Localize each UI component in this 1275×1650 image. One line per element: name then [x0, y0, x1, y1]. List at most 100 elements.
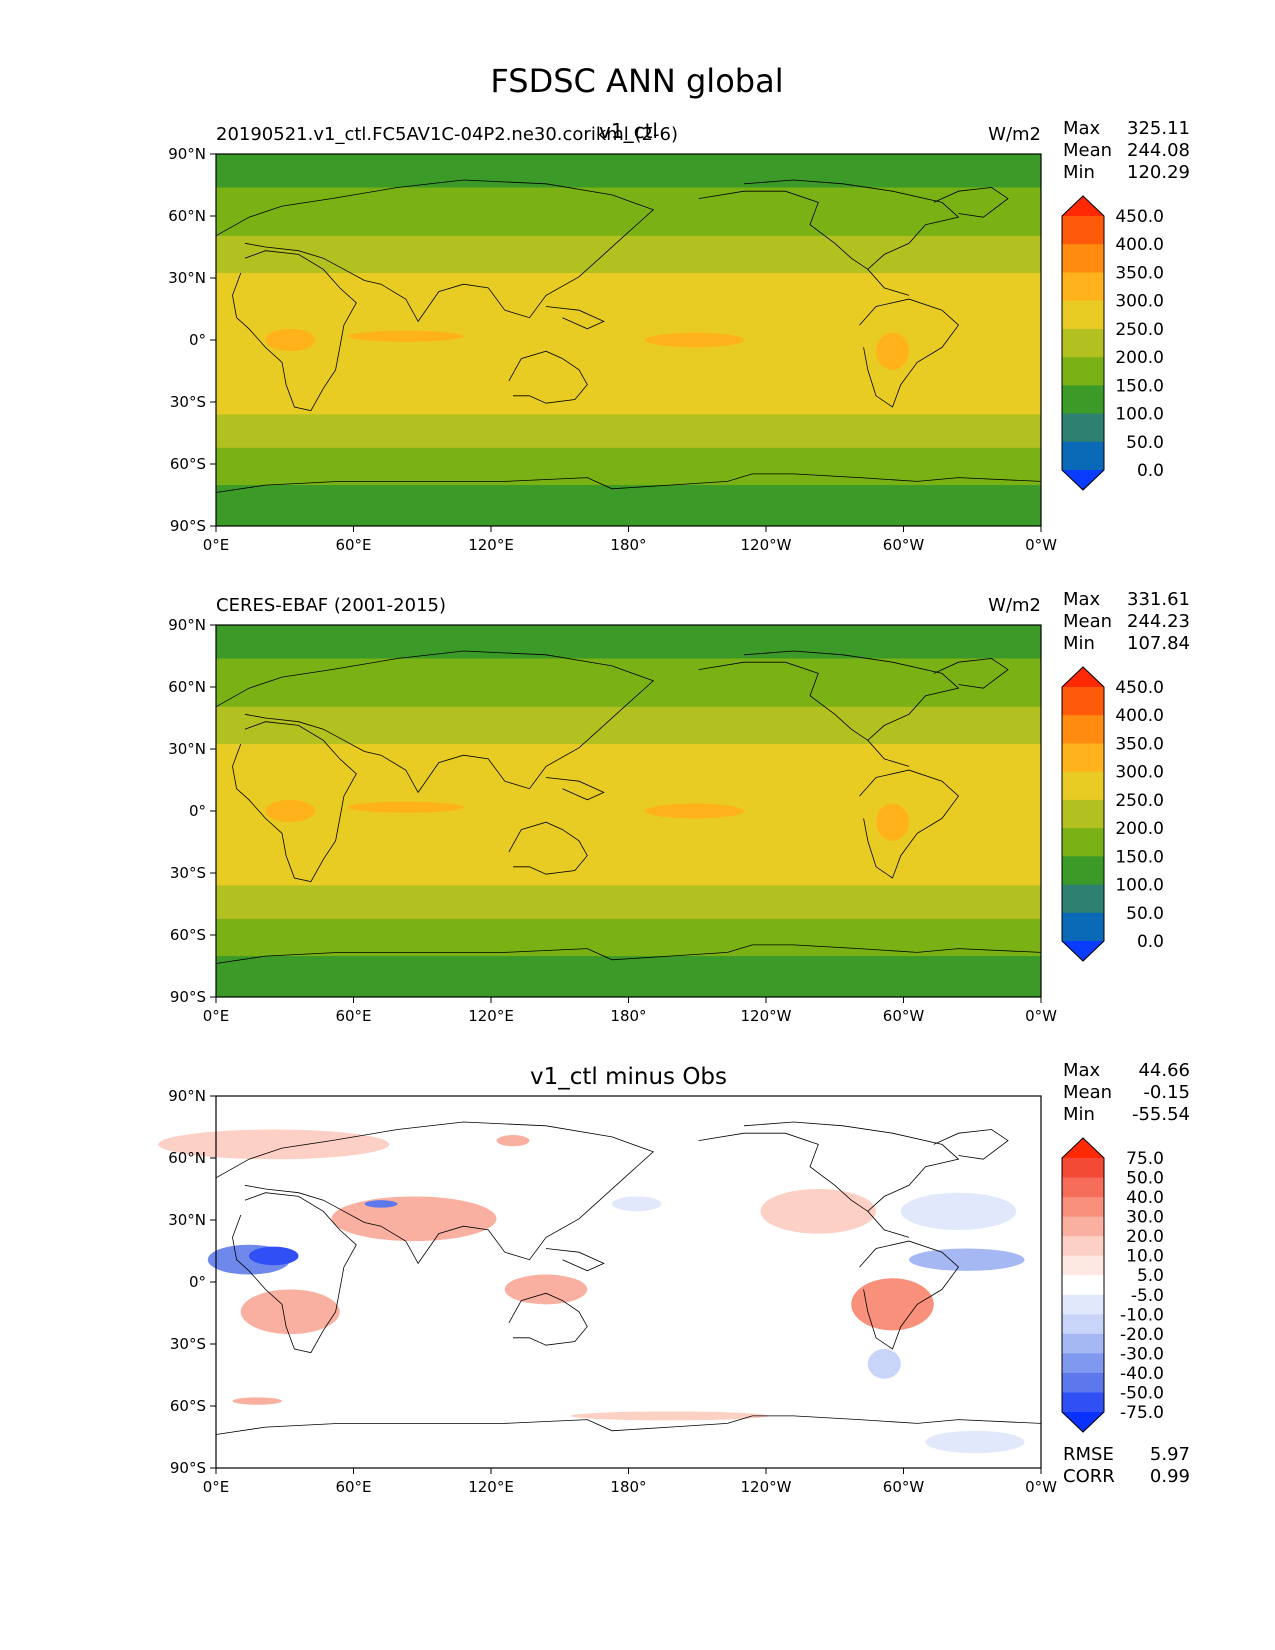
contour-band	[216, 447, 1041, 486]
colorbar-top-cap	[1062, 667, 1104, 687]
panel-units: W/m2	[988, 124, 1041, 145]
coastline	[933, 658, 1009, 689]
stat-label: Mean	[1063, 1082, 1112, 1103]
contour-blob	[760, 1189, 876, 1234]
colorbar-tick-label: 250.0	[1115, 320, 1164, 340]
lat-tick-label: 0°	[189, 802, 206, 820]
coastline	[859, 769, 960, 879]
panels: 20190521.v1_ctl.FC5AV1C-04P2.ne30.corikm…	[158, 118, 1190, 1496]
lon-tick-label: 120°E	[468, 536, 514, 554]
metric-label: RMSE	[1063, 1444, 1114, 1465]
contour-blob	[645, 803, 744, 819]
coastline	[698, 1121, 960, 1212]
lon-tick-label: 120°E	[468, 1478, 514, 1496]
colorbar-top-cap	[1062, 1138, 1104, 1158]
colorbar-tick-label: 400.0	[1115, 235, 1164, 255]
contour-band	[216, 885, 1041, 920]
coastline	[867, 740, 910, 767]
stat-value: 331.61	[1127, 589, 1190, 610]
coastline	[215, 473, 1042, 493]
stat-label: Min	[1063, 633, 1095, 654]
panel-center-title: v1_ctl	[599, 119, 658, 143]
contour-band	[216, 956, 1041, 998]
coastline	[215, 179, 655, 323]
contour-blob	[232, 1397, 282, 1405]
colorbar-segment	[1062, 856, 1104, 886]
lat-tick-label: 30°N	[168, 740, 206, 758]
colorbar: 75.050.040.030.020.010.05.0-5.0-10.0-20.…	[1061, 1137, 1164, 1433]
lon-tick-label: 0°E	[203, 1007, 230, 1025]
stat-value: 107.84	[1127, 633, 1190, 654]
lon-tick-label: 180°	[610, 1478, 646, 1496]
coastline	[232, 721, 357, 883]
figure-title: FSDSC ANN global	[490, 62, 783, 100]
colorbar-tick-label: 150.0	[1115, 376, 1164, 396]
contour-band	[216, 485, 1041, 527]
colorbar-tick-label: -30.0	[1120, 1344, 1164, 1364]
colorbar-segment	[1062, 884, 1104, 914]
lon-tick-label: 0°W	[1025, 1478, 1057, 1496]
lat-tick-label: 60°N	[168, 207, 206, 225]
colorbar-segment	[1062, 1255, 1104, 1276]
contour-band	[216, 154, 1041, 188]
contour-band	[216, 187, 1041, 237]
colorbar-segment	[1062, 413, 1104, 443]
coastline	[215, 650, 655, 794]
contour-blob	[331, 1196, 497, 1242]
colorbar-tick-label: -10.0	[1120, 1305, 1164, 1325]
coastline	[859, 298, 960, 408]
lon-tick-label: 60°W	[883, 536, 925, 554]
lon-tick-label: 0°W	[1025, 536, 1057, 554]
colorbar-segment	[1062, 1177, 1104, 1198]
coastline	[508, 1292, 588, 1346]
lat-tick-label: 30°S	[170, 864, 206, 882]
colorbar-tick-label: -40.0	[1120, 1364, 1164, 1384]
colorbar-segment	[1062, 1216, 1104, 1237]
contour-blob	[504, 1274, 588, 1305]
contour-band	[216, 918, 1041, 957]
contour-blob	[900, 1192, 1017, 1230]
colorbar-tick-label: 100.0	[1115, 876, 1164, 896]
contour-band	[216, 235, 1041, 274]
colorbar-segment	[1062, 1392, 1104, 1413]
contour-blob	[570, 1411, 769, 1421]
contour-blob	[496, 1135, 530, 1147]
colorbar-tick-label: 300.0	[1115, 763, 1164, 783]
colorbar-segment	[1062, 272, 1104, 302]
colorbar-tick-label: 150.0	[1115, 847, 1164, 867]
colorbar-tick-label: 350.0	[1115, 734, 1164, 754]
lon-tick-label: 60°W	[883, 1478, 925, 1496]
colorbar-tick-label: 0.0	[1137, 461, 1164, 481]
coastline	[867, 1211, 910, 1238]
colorbar-segment	[1062, 1294, 1104, 1315]
contour-band	[216, 706, 1041, 745]
colorbar-segment	[1062, 715, 1104, 744]
contour-blob	[348, 330, 464, 342]
contour-band	[216, 625, 1041, 659]
coastline	[933, 1129, 1009, 1160]
colorbar-tick-label: 30.0	[1126, 1208, 1164, 1228]
colorbar-tick-label: 200.0	[1115, 348, 1164, 368]
stat-label: Max	[1063, 589, 1101, 610]
colorbar-tick-label: 250.0	[1115, 791, 1164, 811]
lat-tick-label: 30°S	[170, 393, 206, 411]
lat-tick-label: 30°S	[170, 1335, 206, 1353]
lon-tick-label: 120°E	[468, 1007, 514, 1025]
contour-blob	[265, 328, 315, 352]
colorbar-tick-label: 50.0	[1126, 904, 1164, 924]
contour-band	[216, 273, 1041, 415]
colorbar-tick-label: 40.0	[1126, 1188, 1164, 1208]
stat-label: Mean	[1063, 611, 1112, 632]
lat-tick-label: 90°S	[170, 1459, 206, 1477]
colorbar-segment	[1062, 385, 1104, 415]
lon-tick-label: 0°E	[203, 1478, 230, 1496]
colorbar-tick-label: 20.0	[1126, 1227, 1164, 1247]
lat-tick-label: 90°N	[168, 145, 206, 163]
contour-blob	[909, 1248, 1025, 1271]
colorbar-tick-label: -75.0	[1120, 1403, 1164, 1423]
colorbar-tick-label: -5.0	[1131, 1286, 1164, 1306]
lat-tick-label: 60°S	[170, 1397, 206, 1415]
stat-label: Min	[1063, 1104, 1095, 1125]
colorbar-top-cap	[1062, 196, 1104, 216]
colorbar-tick-label: 75.0	[1126, 1149, 1164, 1169]
